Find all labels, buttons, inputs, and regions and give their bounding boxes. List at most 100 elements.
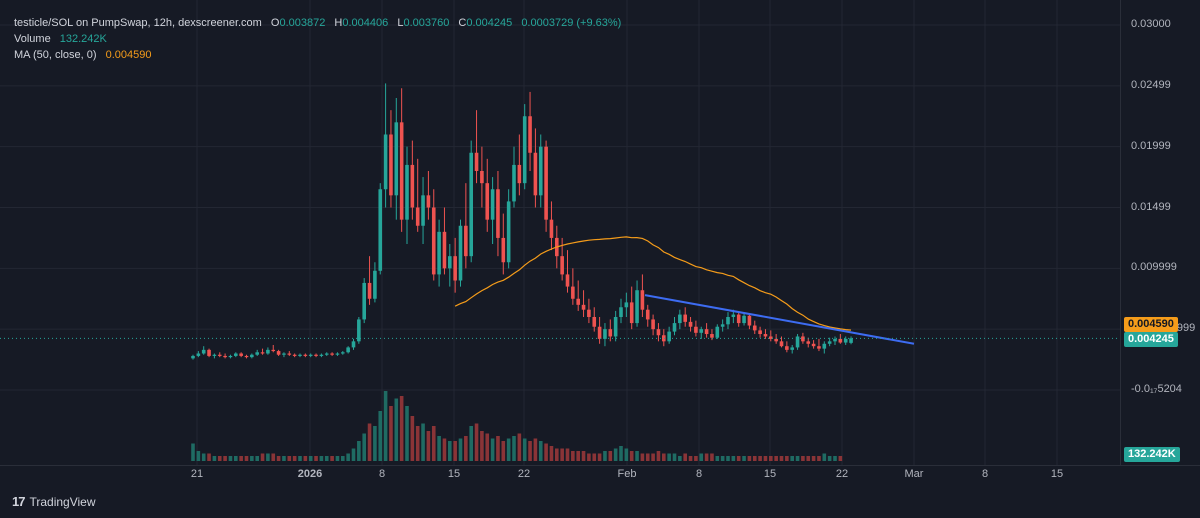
time-tick-label: 15 (447, 468, 461, 480)
volume-bar (362, 433, 366, 461)
volume-bar (421, 423, 425, 461)
legend-change: 0.0003729 (+9.63%) (521, 17, 622, 29)
candle-body (822, 343, 827, 349)
candle-body (431, 207, 436, 275)
legend-ma-value: 0.004590 (105, 49, 152, 61)
candle-body (282, 353, 286, 355)
candle-body (346, 347, 350, 353)
candle-body (587, 309, 591, 317)
volume-bar (357, 441, 361, 461)
candle-body (351, 341, 356, 348)
time-tick-label: 15 (1050, 468, 1064, 480)
volume-bar (266, 453, 270, 461)
candle-body (469, 152, 473, 257)
volume-bar (196, 451, 201, 461)
candle-body (506, 201, 511, 263)
volume-bar (223, 456, 227, 461)
candle-body (501, 237, 506, 263)
candle-body (694, 326, 698, 333)
volume-bar (710, 453, 714, 461)
volume-bar (228, 456, 233, 461)
volume-bar (517, 433, 522, 461)
candle-body (217, 354, 222, 356)
candle-body (667, 331, 671, 342)
volume-bar (217, 456, 222, 461)
volume-bar (415, 426, 420, 461)
candle-body (763, 334, 768, 337)
candle-body (662, 335, 666, 342)
volume-bar (287, 456, 292, 461)
volume-bar (314, 456, 318, 461)
candle-body (474, 152, 479, 171)
last-price-badge: 0.004245 (1124, 332, 1178, 347)
volume-bar (613, 448, 618, 461)
volume-bar (490, 438, 495, 461)
volume-bar (747, 456, 752, 461)
volume-bar (544, 443, 548, 461)
candle-body (335, 353, 340, 355)
candle-body (715, 326, 720, 338)
chart-legend: testicle/SOL on PumpSwap, 12h, dexscreen… (14, 15, 621, 63)
volume-bar (250, 456, 254, 461)
candle-body (528, 116, 532, 153)
volume-bar (694, 456, 698, 461)
candle-body (806, 341, 811, 344)
volume-bar (555, 448, 559, 461)
candle-body (191, 355, 195, 359)
volume-bar (410, 416, 415, 461)
candle-body (833, 338, 837, 342)
candle-body (234, 353, 238, 356)
candle-body (223, 355, 227, 358)
tradingview-logo-text: TradingView (29, 494, 96, 509)
volume-bar (239, 456, 243, 461)
candle-body (720, 324, 725, 327)
volume-bar (389, 406, 393, 461)
volume-bar (244, 456, 249, 461)
volume-bar (806, 456, 811, 461)
volume-bar (608, 451, 613, 461)
candle-body (426, 195, 431, 208)
tradingview-mark-icon: 17 (12, 494, 26, 509)
volume-bar (597, 453, 602, 461)
volume-bar (827, 456, 832, 461)
legend-high-label: H (334, 17, 343, 29)
volume-bar (688, 456, 693, 461)
volume-bar (678, 456, 682, 461)
price-tick-label: 0.03000 (1131, 18, 1171, 30)
price-tick-label: -0.0₁₇5204 (1131, 383, 1182, 395)
candle-body (522, 116, 527, 184)
candle-body (619, 307, 623, 317)
volume-bar (699, 453, 704, 461)
candle-body (576, 298, 580, 305)
tradingview-logo[interactable]: 17 TradingView (12, 494, 96, 509)
candle-body (774, 338, 778, 342)
volume-bar (833, 456, 837, 461)
candle-body (464, 225, 468, 257)
candle-body (560, 256, 564, 275)
candle-body (565, 274, 570, 287)
candle-body (651, 319, 655, 330)
candle-body (207, 349, 211, 356)
volume-bar (629, 451, 634, 461)
candle-body (731, 314, 736, 317)
candle-body (458, 225, 463, 281)
candle-body (624, 302, 629, 308)
volume-bar (667, 453, 671, 461)
candle-body (811, 343, 816, 347)
volume-bar (383, 391, 388, 461)
candle-body (480, 171, 484, 184)
volume-bar (191, 443, 195, 461)
volume-bar (672, 453, 677, 461)
volume-bar (763, 456, 768, 461)
time-tick-label: 8 (378, 468, 386, 480)
candle-body (303, 354, 308, 356)
candle-body (330, 353, 334, 355)
candle-body (752, 325, 757, 331)
volume-badge: 132.242K (1124, 447, 1180, 462)
candle-body (341, 352, 345, 354)
candle-body (672, 323, 677, 332)
price-tick-label: 0.01999 (1131, 139, 1171, 152)
volume-bar (704, 453, 709, 461)
price-tick-label: 0.02499 (1131, 78, 1171, 91)
